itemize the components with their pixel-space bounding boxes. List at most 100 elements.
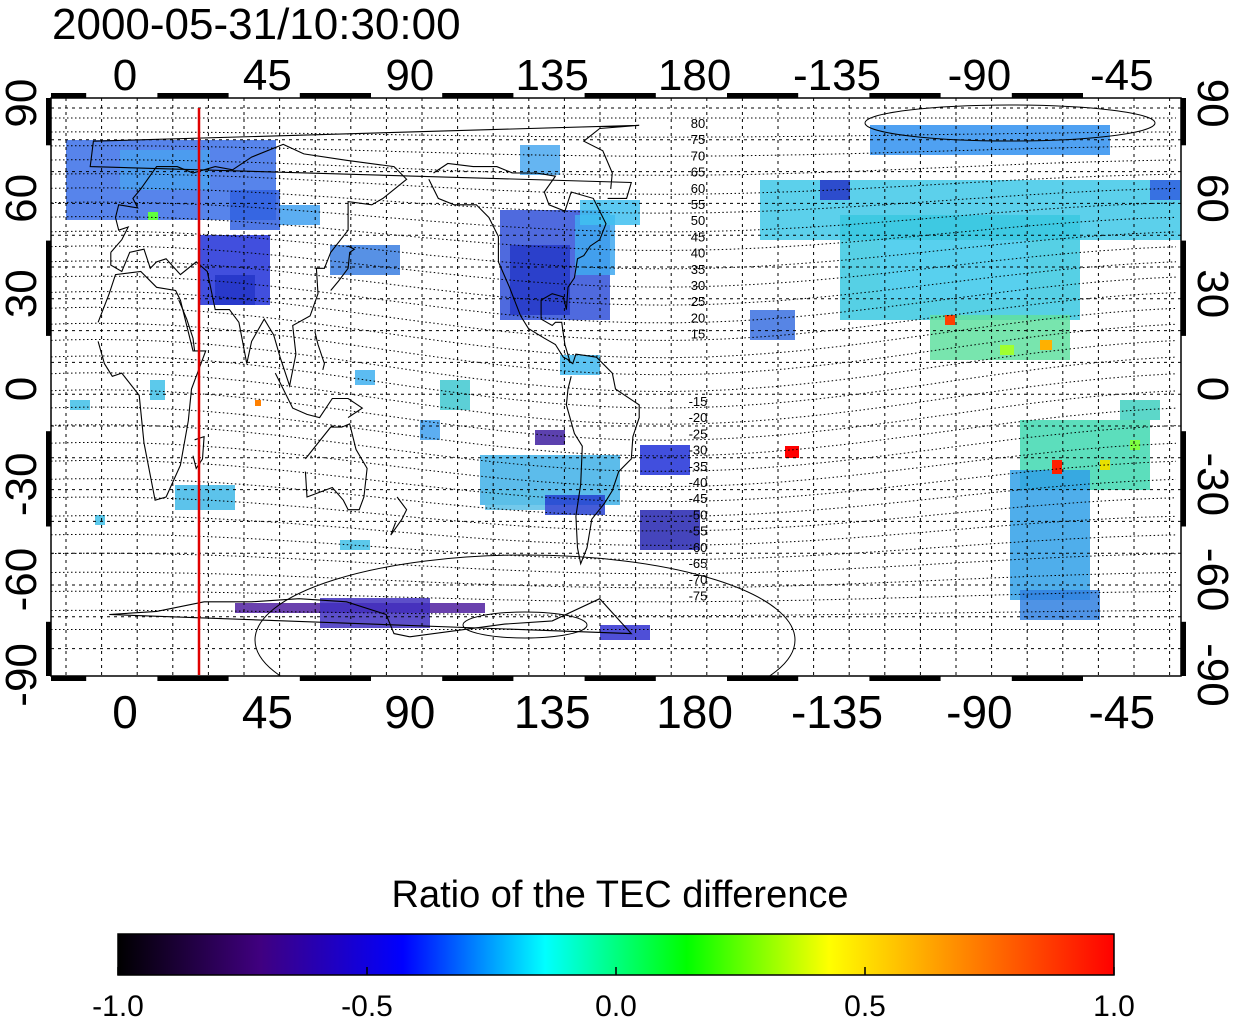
coast-north-america bbox=[428, 162, 607, 362]
colorbar-tick-label: 1.0 bbox=[1093, 990, 1135, 1023]
frame-bar-left bbox=[46, 621, 51, 676]
tec-data-patch bbox=[1020, 590, 1100, 620]
tec-data-patch bbox=[440, 380, 470, 410]
lon-tick-top: 180 bbox=[658, 51, 731, 100]
contour-label: -75 bbox=[689, 588, 708, 603]
tec-data-patch bbox=[535, 430, 565, 445]
contour-label: 30 bbox=[691, 278, 705, 293]
contour-line bbox=[51, 389, 1177, 441]
tec-data-patch bbox=[420, 420, 440, 440]
contour-line bbox=[51, 459, 1177, 503]
lon-tick-bottom: 0 bbox=[112, 686, 138, 738]
tec-data-patch bbox=[230, 190, 280, 230]
lon-tick-top: 45 bbox=[243, 51, 292, 100]
colorbar-title: Ratio of the TEC difference bbox=[391, 874, 849, 916]
tec-data-patch bbox=[750, 310, 795, 340]
contour-label: -40 bbox=[689, 475, 708, 490]
tec-data-patch bbox=[280, 205, 320, 225]
coast-madagascar bbox=[192, 435, 205, 470]
frame-bar-bottom bbox=[727, 676, 799, 681]
coast-antarctica bbox=[109, 598, 633, 638]
frame-bar-right bbox=[1181, 621, 1186, 676]
frame-bar-bottom bbox=[51, 676, 87, 681]
contour-line bbox=[51, 230, 1177, 270]
world-map: 8075706560555045403530252015-15-20-25-30… bbox=[0, 51, 1237, 738]
frame-bar-top bbox=[584, 93, 656, 98]
contour-label: 25 bbox=[691, 294, 705, 309]
coast-philippines bbox=[314, 331, 325, 371]
contour-label: 75 bbox=[691, 132, 705, 147]
coast-australia bbox=[304, 423, 368, 511]
contour-line bbox=[51, 478, 1177, 517]
tec-data-patch bbox=[640, 445, 690, 475]
tec-data-patch bbox=[215, 275, 255, 305]
frame-bar-top bbox=[51, 93, 87, 98]
contour-line bbox=[51, 424, 1177, 472]
lat-tick-right: 30 bbox=[1188, 269, 1237, 318]
contour-label: -50 bbox=[689, 507, 708, 522]
contour-south-ring bbox=[254, 554, 796, 676]
lon-tick-bottom: -90 bbox=[946, 686, 1012, 738]
frame-bar-bottom bbox=[869, 676, 941, 681]
frame-bar-top bbox=[727, 93, 799, 98]
contour-line bbox=[51, 275, 1177, 324]
lat-tick-right: 90 bbox=[1188, 79, 1237, 128]
lat-tick-left: 60 bbox=[0, 174, 46, 223]
frame-bar-left bbox=[46, 431, 51, 527]
tec-data-patch bbox=[150, 380, 165, 400]
tec-data-hotspot bbox=[785, 446, 799, 458]
coast-new-zealand bbox=[390, 496, 408, 536]
coast-indonesia bbox=[274, 372, 364, 419]
contour-label: 45 bbox=[691, 229, 705, 244]
colorbar: -1.0 -0.5 0.0 0.5 1.0 bbox=[92, 933, 1135, 1023]
contour-label: -30 bbox=[689, 443, 708, 458]
frame-bar-bottom bbox=[584, 676, 656, 681]
tec-data-hotspot bbox=[1040, 340, 1052, 350]
contour-label: 55 bbox=[691, 197, 705, 212]
lat-tick-right: 0 bbox=[1188, 377, 1237, 401]
contour-label: -60 bbox=[689, 540, 708, 555]
tec-data-patch bbox=[580, 200, 640, 225]
contour-label: 60 bbox=[691, 181, 705, 196]
axis-labels: 0 45 90 135 180 -135 -90 -450 45 90 135 180 -135 -90-… bbox=[0, 51, 1237, 738]
contour-label: 50 bbox=[691, 213, 705, 228]
frame-bar-left bbox=[46, 98, 51, 146]
lat-tick-left: -60 bbox=[0, 548, 46, 612]
coast-japan bbox=[330, 245, 356, 291]
coastlines bbox=[89, 124, 640, 638]
lat-tick-left: -30 bbox=[0, 453, 46, 517]
lon-tick-top: -45 bbox=[1090, 51, 1154, 100]
tec-data-hotspot bbox=[1052, 460, 1062, 474]
lat-tick-left: 90 bbox=[0, 79, 46, 128]
coast-africa bbox=[97, 270, 207, 501]
figure-title: 2000-05-31/10:30:00 bbox=[52, 0, 461, 49]
frame-bar-bottom bbox=[299, 676, 371, 681]
frame-bar-right bbox=[1181, 98, 1186, 146]
contour-line bbox=[51, 291, 1177, 341]
tec-data-hotspot bbox=[1000, 345, 1014, 355]
lon-tick-top: 90 bbox=[385, 51, 434, 100]
lon-tick-top: 135 bbox=[515, 51, 588, 100]
frame-bar-bottom bbox=[1011, 676, 1083, 681]
contour-label: -70 bbox=[689, 572, 708, 587]
lat-tick-left: 30 bbox=[0, 269, 46, 318]
contour-line bbox=[51, 322, 1177, 376]
contour-label: -20 bbox=[689, 410, 708, 425]
tec-data-patch bbox=[1010, 470, 1090, 600]
lon-tick-bottom: 45 bbox=[242, 686, 293, 738]
coast-south-america bbox=[565, 353, 640, 566]
lat-tick-right: 60 bbox=[1188, 174, 1237, 223]
frame-bar-right bbox=[1181, 431, 1186, 527]
contour-label: -35 bbox=[689, 459, 708, 474]
contour-label: 70 bbox=[691, 148, 705, 163]
frame-bar-right bbox=[1181, 240, 1186, 336]
coast-europe-asia bbox=[110, 143, 408, 388]
contour-line bbox=[51, 306, 1177, 359]
contour-label: 20 bbox=[691, 310, 705, 325]
tec-data-patch bbox=[95, 515, 105, 525]
contour-line bbox=[51, 372, 1177, 425]
contour-north-pole bbox=[864, 104, 1156, 142]
coast-india-sea bbox=[178, 299, 196, 351]
